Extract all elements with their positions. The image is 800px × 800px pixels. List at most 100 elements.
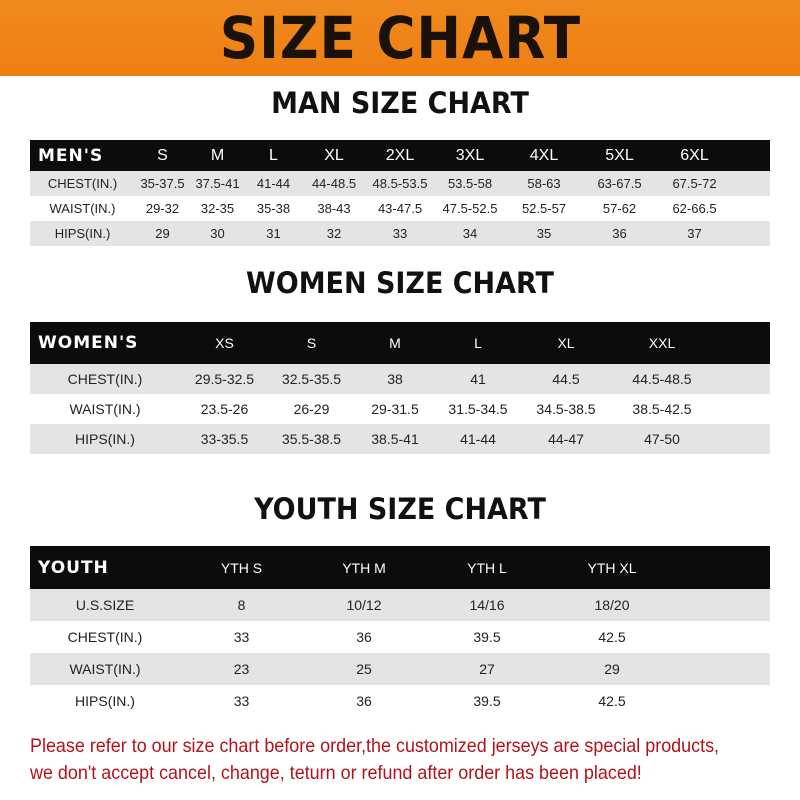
cell-value: 36 — [612, 226, 627, 241]
cell-value: 39.5 — [473, 693, 501, 709]
row-label: WOMEN'S — [38, 333, 139, 353]
row-label: WAIST(IN.) — [49, 201, 116, 216]
cell-value: 41-44 — [256, 176, 291, 191]
table-header-row: WOMEN'S XS S M L XL XXL — [30, 322, 770, 364]
cell-value: 38.5-42.5 — [632, 401, 692, 417]
cell-value: 14/16 — [469, 597, 505, 613]
cell-value: 26-29 — [293, 401, 330, 417]
cell-value: XS — [215, 335, 234, 351]
row-label: U.S.SIZE — [75, 597, 135, 613]
row-label: HIPS(IN.) — [75, 693, 135, 709]
cell-value: 38.5-41 — [371, 431, 419, 447]
cell-value: S — [157, 146, 168, 164]
cell-value: 32-35 — [200, 201, 235, 216]
cell-value: 23 — [233, 661, 250, 677]
table-row: CHEST(IN.) 35-37.5 37.5-41 41-44 44-48.5 48.5… — [30, 171, 770, 196]
cell-value: YTH M — [342, 559, 386, 576]
cell-value: 38-43 — [317, 201, 351, 216]
cell-value: 43-47.5 — [377, 201, 423, 216]
cell-value: 41-44 — [460, 431, 496, 447]
cell-value: 33 — [233, 693, 250, 709]
men-section-title: MAN SIZE CHART — [271, 86, 529, 120]
row-label: CHEST(IN.) — [67, 629, 143, 645]
cell-value: 36 — [356, 629, 372, 645]
cell-value: 3XL — [455, 146, 485, 164]
women-size-table: WOMEN'S XS S M L XL XXL CHEST(IN.) 29.5-32.5 32.5… — [30, 322, 770, 454]
cell-value: 8 — [237, 597, 246, 613]
cell-value: L — [269, 146, 278, 164]
cell-value: 34.5-38.5 — [536, 401, 596, 417]
row-label: YOUTH — [38, 557, 109, 578]
cell-value: 30 — [210, 226, 225, 241]
banner-title: SIZE CHART — [219, 4, 581, 72]
cell-value: 5XL — [605, 146, 634, 164]
table-row: CHEST(IN.) 33 36 39.5 42.5 — [30, 621, 770, 653]
cell-value: 58-63 — [527, 176, 561, 191]
cell-value: 62-66.5 — [672, 201, 717, 216]
cell-value: 23.5-26 — [200, 401, 249, 417]
women-section-title: WOMEN SIZE CHART — [246, 266, 554, 300]
cell-value: YTH L — [467, 559, 507, 576]
cell-value: 31.5-34.5 — [448, 401, 508, 417]
cell-value: 57-62 — [602, 201, 637, 216]
cell-value: M — [210, 146, 225, 164]
cell-value: 25 — [356, 661, 372, 677]
cell-value: 29 — [155, 226, 170, 241]
cell-value: 34 — [462, 226, 478, 241]
row-label: HIPS(IN.) — [54, 226, 111, 241]
cell-value: 18/20 — [594, 597, 630, 613]
cell-value: 32.5-35.5 — [281, 371, 342, 387]
cell-value: 37.5-41 — [195, 176, 240, 191]
cell-value: 53.5-58 — [447, 176, 493, 191]
cell-value: 38 — [387, 371, 403, 387]
cell-value: 44-47 — [548, 431, 584, 447]
cell-value: 36 — [356, 693, 372, 709]
cell-value: XL — [557, 335, 575, 351]
cell-value: 29 — [604, 661, 620, 677]
row-label: CHEST(IN.) — [67, 371, 143, 387]
cell-value: 42.5 — [598, 629, 626, 645]
cell-value: 10/12 — [346, 597, 382, 613]
title-banner: SIZE CHART — [0, 0, 800, 76]
cell-value: 44.5 — [552, 371, 580, 387]
row-label: CHEST(IN.) — [47, 176, 118, 191]
cell-value: XXL — [648, 335, 676, 351]
cell-value: 52.5-57 — [521, 201, 567, 216]
table-row: HIPS(IN.) 29 30 31 32 33 34 35 36 37 — [30, 221, 770, 246]
youth-section-title: YOUTH SIZE CHART — [254, 492, 546, 526]
cell-value: M — [389, 335, 401, 351]
cell-value: 41 — [470, 371, 486, 387]
cell-value: 48.5-53.5 — [372, 176, 428, 191]
cell-value: 29-32 — [145, 201, 180, 216]
row-label: WAIST(IN.) — [69, 661, 141, 677]
cell-value: 4XL — [529, 146, 559, 164]
row-label: HIPS(IN.) — [75, 431, 135, 447]
cell-value: 39.5 — [473, 629, 501, 645]
order-notice-line-2: we don't accept cancel, change, teturn o… — [30, 762, 642, 784]
cell-value: 2XL — [385, 146, 415, 164]
cell-value: L — [474, 335, 482, 351]
cell-value: 33 — [392, 226, 408, 241]
table-row: U.S.SIZE 8 10/12 14/16 18/20 — [30, 589, 770, 621]
cell-value: 37 — [687, 226, 702, 241]
cell-value: 31 — [266, 226, 281, 241]
cell-value: 33-35.5 — [200, 431, 249, 447]
youth-size-table: YOUTH YTH S YTH M YTH L YTH XL U.S.SIZE 8 10/12… — [30, 546, 770, 717]
cell-value: 44-48.5 — [311, 176, 357, 191]
cell-value: 33 — [233, 629, 250, 645]
table-header-row: YOUTH YTH S YTH M YTH L YTH XL — [30, 546, 770, 589]
table-row: WAIST(IN.) 29-32 32-35 35-38 38-43 43-47.5 47.… — [30, 196, 770, 221]
cell-value: 47.5-52.5 — [442, 201, 498, 216]
order-notice: Please refer to our size chart before or… — [30, 733, 729, 787]
cell-value: YTH S — [220, 559, 263, 576]
row-label: MEN'S — [38, 145, 104, 166]
cell-value: S — [306, 335, 317, 351]
table-row: HIPS(IN.) 33-35.5 35.5-38.5 38.5-41 41-44 44-… — [30, 424, 770, 454]
cell-value: 35 — [536, 226, 552, 241]
cell-value: 35-38 — [256, 201, 291, 216]
table-row: HIPS(IN.) 33 36 39.5 42.5 — [30, 685, 770, 717]
cell-value: 42.5 — [598, 693, 626, 709]
table-row: WAIST(IN.) 23.5-26 26-29 29-31.5 31.5-34.5 34… — [30, 394, 770, 424]
table-header-row: MEN'S S M L XL 2XL 3XL 4XL 5XL 6XL — [30, 140, 770, 171]
